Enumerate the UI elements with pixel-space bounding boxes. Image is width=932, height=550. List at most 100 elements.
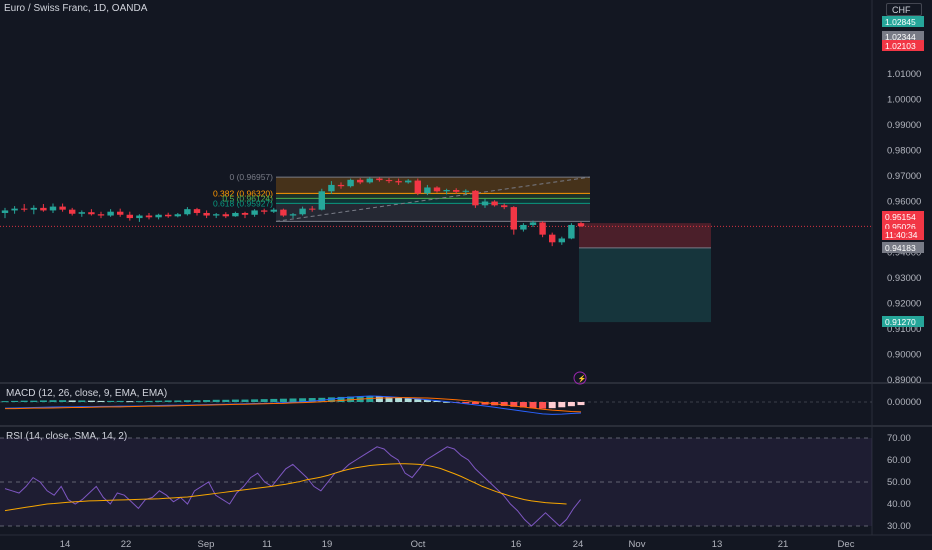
price-badge <box>882 16 924 27</box>
currency-selector[interactable]: CHF <box>886 3 922 16</box>
macd-histogram-bar <box>126 401 134 403</box>
macd-histogram-bar <box>116 400 124 402</box>
candle-body <box>558 238 565 243</box>
fib-zone-0-382 <box>276 177 590 194</box>
candle-body <box>549 234 556 243</box>
time-tick-label: Sep <box>198 539 215 550</box>
time-tick-label: 11 <box>262 539 272 550</box>
fib-zone-382-5 <box>276 193 590 199</box>
macd-histogram-bar <box>174 400 182 402</box>
macd-histogram-bar <box>231 399 239 402</box>
macd-histogram-bar <box>414 399 422 402</box>
rsi-ma-line <box>4 463 567 512</box>
candle-body <box>520 224 527 230</box>
macd-histogram-bar <box>443 401 451 403</box>
candle-body <box>481 201 489 206</box>
rsi-line <box>4 446 581 527</box>
candle-body <box>222 214 229 217</box>
fib-level-label: 0 (0.96957) <box>230 172 274 182</box>
candle-body <box>405 180 412 183</box>
candle-body <box>59 206 66 210</box>
price-tick-label: 0.97000 <box>887 171 921 182</box>
price-badge-label: 0.94183 <box>885 243 916 253</box>
macd-histogram-bar <box>366 396 374 402</box>
time-tick-label: Nov <box>629 539 646 550</box>
candle-body <box>501 205 508 208</box>
rsi-tick-label: 70.00 <box>887 433 911 444</box>
rsi-tick-label: 40.00 <box>887 499 911 510</box>
price-badge-label: 0.95026 <box>885 222 916 232</box>
macd-line <box>4 395 582 415</box>
candle-body <box>241 212 249 215</box>
candle-body <box>40 207 47 211</box>
candle-body <box>433 187 441 192</box>
macd-histogram-bar <box>539 402 547 409</box>
macd-histogram-bar <box>68 400 76 402</box>
candle-body <box>88 212 95 215</box>
time-tick-label: Oct <box>411 539 426 550</box>
candle-body <box>49 206 57 211</box>
candle-body <box>510 207 517 230</box>
macd-histogram-bar <box>78 400 86 402</box>
price-tick-label: 0.99000 <box>887 120 921 131</box>
price-tick-label: 0.98000 <box>887 146 921 157</box>
price-badge <box>882 211 924 222</box>
candle-body <box>318 191 325 210</box>
macd-histogram-bar <box>222 399 230 402</box>
price-badge-label: 1.02344 <box>885 32 916 42</box>
macd-histogram-bar <box>39 400 47 402</box>
candle-body <box>462 190 469 192</box>
candle-body <box>213 214 220 216</box>
time-tick-label: 22 <box>121 539 132 550</box>
candle-body <box>309 208 316 210</box>
macd-histogram-bar <box>529 402 537 409</box>
macd-histogram-bar <box>49 400 57 402</box>
price-badge-label: 0.91270 <box>885 317 916 327</box>
time-tick-label: 21 <box>778 539 789 550</box>
macd-histogram-bar <box>519 402 527 408</box>
price-badge <box>882 31 924 42</box>
macd-histogram-bar <box>183 400 191 402</box>
macd-histogram-bar <box>404 398 412 402</box>
candle-body <box>69 209 76 214</box>
candle-body <box>117 211 124 215</box>
candle-body <box>30 207 37 210</box>
candle-body <box>491 201 498 206</box>
macd-histogram-bar <box>289 398 297 402</box>
macd-histogram-bar <box>395 397 403 402</box>
fib-zone-5-618 <box>276 198 590 204</box>
rsi-tick-label: 50.00 <box>887 477 911 488</box>
candle-body <box>136 215 143 219</box>
fib-level-label: 0.382 (0.96320) <box>213 188 273 198</box>
price-tick-label: 1.01000 <box>887 69 921 80</box>
candle-body <box>261 210 268 212</box>
macd-histogram-bar <box>193 400 201 402</box>
candle-body <box>577 223 585 227</box>
macd-histogram-bar <box>558 402 566 408</box>
pane-separator <box>0 425 932 427</box>
candle-body <box>21 208 28 210</box>
rsi-title: RSI (14, close, SMA, 14, 2) <box>6 431 128 442</box>
price-badge <box>882 242 924 253</box>
macd-histogram-bar <box>251 399 259 402</box>
candle-body <box>289 214 297 216</box>
macd-histogram-bar <box>30 400 38 402</box>
candle-body <box>165 214 172 217</box>
macd-histogram-bar <box>481 402 489 405</box>
macd-histogram-bar <box>20 400 28 402</box>
macd-histogram-bar <box>500 402 508 406</box>
macd-histogram-bar <box>107 400 115 402</box>
time-tick-label: 13 <box>712 539 723 550</box>
candle-body <box>1 210 9 213</box>
candle-body <box>193 209 201 213</box>
time-tick-label: 14 <box>60 539 71 550</box>
lightning-glyph: ⚡ <box>578 374 587 383</box>
candle-body <box>328 184 335 192</box>
macd-histogram-bar <box>11 400 19 402</box>
price-tick-label: 0.92000 <box>887 299 921 310</box>
candle-body <box>472 190 479 206</box>
candle-body <box>424 187 431 194</box>
target-zone <box>579 247 711 323</box>
macd-histogram-bar <box>279 398 287 402</box>
